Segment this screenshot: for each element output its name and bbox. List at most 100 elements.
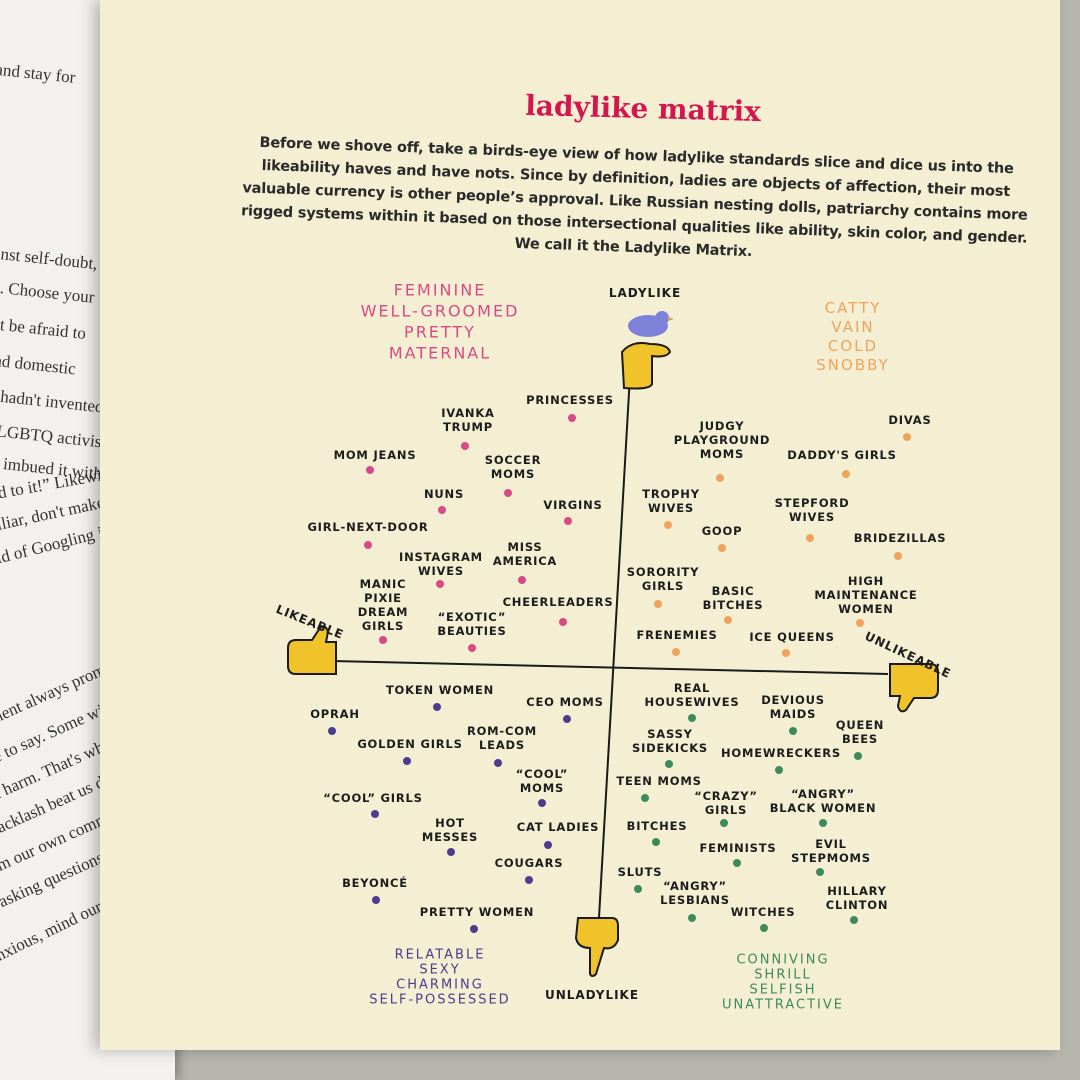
item-label-line: JUDGY bbox=[699, 419, 745, 433]
item-dot bbox=[665, 760, 673, 768]
item-label-line: QUEEN bbox=[835, 718, 885, 732]
item-label-line: “COOL” bbox=[515, 767, 569, 781]
item-dot bbox=[447, 848, 455, 856]
item-label: VIRGINS bbox=[543, 498, 602, 512]
item-label-line: HOT bbox=[435, 816, 465, 830]
item-label-line: WIVES bbox=[647, 501, 694, 515]
item-dot bbox=[518, 576, 526, 584]
item-label-line: TRUMP bbox=[443, 420, 493, 434]
item-label: REAL HOUSEWIVES bbox=[645, 681, 740, 709]
item-label: TOKEN WOMEN bbox=[386, 683, 494, 697]
item-label: BEYONCÉ bbox=[342, 876, 408, 890]
item-label-line: “ANGRY” bbox=[663, 879, 727, 893]
item-label-line: OPRAH bbox=[310, 707, 360, 721]
item-label-line: PIXIE bbox=[364, 591, 402, 605]
item-label-line: CAT LADIES bbox=[516, 820, 600, 834]
item-dot bbox=[672, 648, 680, 656]
item-dot bbox=[366, 466, 374, 474]
item-label: MOM JEANS bbox=[334, 448, 417, 462]
item-label-line: BRIDEZILLAS bbox=[853, 531, 947, 545]
item-label-line: BASIC bbox=[711, 584, 755, 598]
item-label-line: TOKEN WOMEN bbox=[385, 683, 495, 697]
item-dot bbox=[538, 799, 546, 807]
item-label-line: BEAUTIES bbox=[437, 624, 507, 638]
item-dot bbox=[364, 541, 372, 549]
quadrant-trait: SEXY bbox=[419, 962, 461, 978]
item-dot bbox=[371, 810, 379, 818]
item-label: FEMINISTS bbox=[700, 841, 777, 855]
item-label-line: STEPMOMS bbox=[791, 851, 871, 865]
item-dot bbox=[789, 727, 797, 735]
item-dot bbox=[664, 521, 672, 529]
item-label-line: HIGH bbox=[847, 574, 885, 588]
item-label: NUNS bbox=[424, 487, 464, 501]
item-dot bbox=[494, 759, 502, 767]
item-dot bbox=[688, 914, 696, 922]
item-label: BASIC BITCHES bbox=[703, 584, 764, 612]
item-dot bbox=[438, 506, 446, 514]
item-label: HOMEWRECKERS bbox=[721, 746, 841, 760]
item-dot bbox=[850, 916, 858, 924]
item-dot bbox=[806, 534, 814, 542]
item-label-line: PRETTY WOMEN bbox=[419, 905, 535, 919]
item-dot bbox=[403, 757, 411, 765]
quadrant-trait: UNATTRACTIVE bbox=[722, 997, 844, 1013]
item-label-line: PLAYGROUND bbox=[673, 433, 771, 447]
item-label-line: WOMEN bbox=[838, 602, 894, 616]
item-label-line: LEADS bbox=[479, 738, 525, 752]
item-dot bbox=[652, 838, 660, 846]
item-label: FRENEMIES bbox=[636, 628, 717, 642]
quadrant-trait: COLD bbox=[827, 337, 879, 355]
item-label-line: VIRGINS bbox=[543, 498, 603, 512]
item-label-line: SIDEKICKS bbox=[632, 741, 708, 755]
item-label: PRETTY WOMEN bbox=[420, 905, 534, 919]
item-label: QUEEN BEES bbox=[836, 718, 884, 746]
item-dot bbox=[641, 794, 649, 802]
item-dot bbox=[903, 433, 911, 441]
item-label-line: ICE QUEENS bbox=[749, 630, 835, 644]
bird bbox=[628, 311, 674, 337]
item-label: GOLDEN GIRLS bbox=[357, 737, 462, 751]
item-dot bbox=[894, 552, 902, 560]
item-label-line: ROM-COM bbox=[466, 724, 538, 738]
item-dot bbox=[436, 580, 444, 588]
item-label-line: “COOL” GIRLS bbox=[323, 791, 423, 805]
quadrant-trait: SELFISH bbox=[749, 982, 817, 998]
item-dot bbox=[544, 841, 552, 849]
item-label-line: EVIL bbox=[815, 837, 847, 851]
item-dot bbox=[842, 470, 850, 478]
axis-label: LADYLIKE bbox=[608, 286, 682, 300]
quadrant-trait: SHRILL bbox=[754, 967, 812, 983]
item-label-line: “EXOTIC” bbox=[437, 610, 507, 624]
item-label: DIVAS bbox=[888, 413, 931, 427]
item-label-line: TEEN MOMS bbox=[616, 774, 702, 788]
item-dot bbox=[654, 600, 662, 608]
item-dot bbox=[782, 649, 790, 657]
item-label-line: WIVES bbox=[788, 510, 836, 524]
item-dot bbox=[724, 616, 732, 624]
thumbs-up bbox=[287, 625, 337, 675]
item-label-line: SLUTS bbox=[617, 865, 663, 879]
item-dot bbox=[559, 618, 567, 626]
item-dot bbox=[720, 819, 728, 827]
item-label-line: MAIDS bbox=[769, 707, 817, 721]
item-label: “ANGRY” LESBIANS bbox=[660, 879, 730, 907]
item-label-line: MESSES bbox=[421, 830, 479, 844]
item-dot bbox=[688, 714, 696, 722]
item-dot bbox=[328, 727, 336, 735]
item-label-line: GIRLS bbox=[704, 803, 748, 817]
item-label-line: MOM JEANS bbox=[333, 448, 417, 462]
item-dot bbox=[568, 414, 576, 422]
item-label-line: BEES bbox=[842, 732, 878, 746]
item-label-line: DEVIOUS bbox=[761, 693, 825, 707]
pointing-up-hand bbox=[620, 342, 672, 390]
item-label: IVANKA TRUMP bbox=[441, 406, 495, 434]
item-label-line: AMERICA bbox=[492, 554, 558, 568]
item-label: “CRAZY” GIRLS bbox=[694, 789, 758, 817]
thumbs-down bbox=[889, 663, 939, 713]
item-label: COUGARS bbox=[495, 856, 564, 870]
item-label: BRIDEZILLAS bbox=[854, 531, 947, 545]
item-label-line: IVANKA bbox=[441, 406, 495, 420]
item-dot bbox=[468, 644, 476, 652]
